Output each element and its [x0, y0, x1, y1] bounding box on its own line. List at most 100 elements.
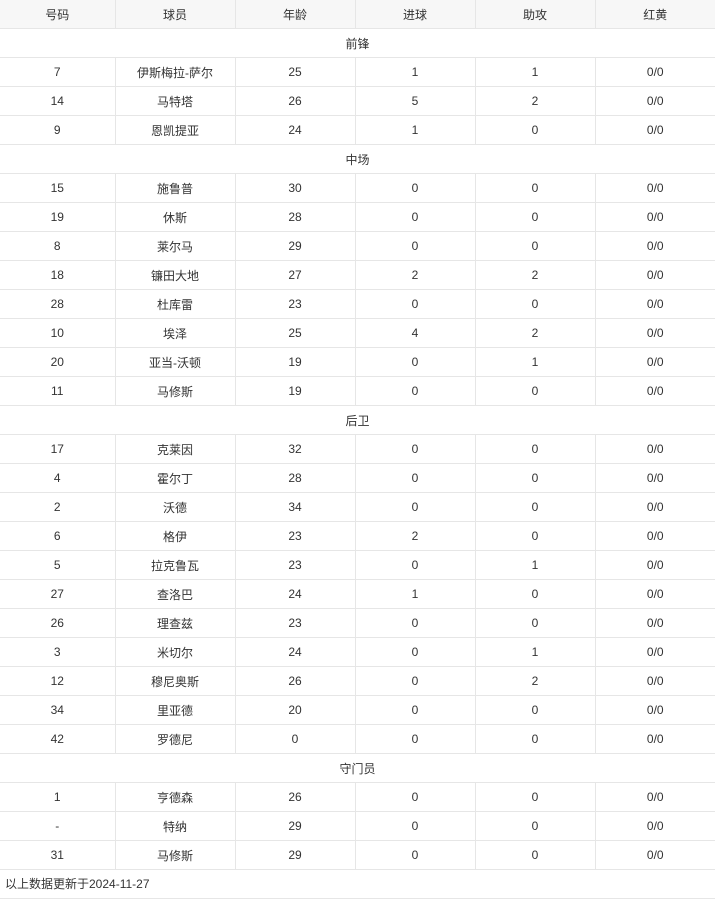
column-header: 球员: [114, 0, 236, 29]
player-number: 18: [0, 260, 116, 290]
assists: 0: [474, 521, 596, 551]
goals: 2: [354, 521, 476, 551]
goals: 4: [354, 318, 476, 348]
assists: 0: [474, 289, 596, 319]
column-header: 进球: [354, 0, 476, 29]
table-row: 14 马特塔 26 5 2 0/0: [0, 86, 715, 116]
player-age: 34: [234, 492, 356, 522]
assists: 0: [474, 840, 596, 870]
table-row: 3 米切尔 24 0 1 0/0: [0, 637, 715, 667]
player-age: 0: [234, 724, 356, 754]
section-title: 中场: [0, 144, 715, 174]
assists: 0: [474, 376, 596, 406]
player-name: 查洛巴: [114, 579, 236, 609]
player-age: 32: [234, 434, 356, 464]
assists: 0: [474, 695, 596, 725]
player-name: 镰田大地: [114, 260, 236, 290]
player-name: 罗德尼: [114, 724, 236, 754]
table-header: 号码 球员 年龄 进球 助攻 红黄: [0, 0, 715, 29]
cards: 0/0: [594, 86, 715, 116]
player-name: 沃德: [114, 492, 236, 522]
player-name: 穆尼奥斯: [114, 666, 236, 696]
goals: 0: [354, 666, 476, 696]
cards: 0/0: [594, 173, 715, 203]
player-name: 霍尔丁: [114, 463, 236, 493]
player-age: 29: [234, 840, 356, 870]
section-title: 前锋: [0, 28, 715, 58]
player-name: 施鲁普: [114, 173, 236, 203]
goals: 0: [354, 840, 476, 870]
player-number: 31: [0, 840, 116, 870]
update-note: 以上数据更新于2024-11-27: [0, 870, 715, 899]
column-header: 助攻: [474, 0, 596, 29]
player-age: 23: [234, 289, 356, 319]
assists: 0: [474, 492, 596, 522]
goals: 2: [354, 260, 476, 290]
section-row: 后卫: [0, 405, 715, 435]
column-header: 年龄: [234, 0, 356, 29]
goals: 0: [354, 637, 476, 667]
player-name: 恩凯提亚: [114, 115, 236, 145]
column-header: 号码: [0, 0, 116, 29]
goals: 1: [354, 115, 476, 145]
goals: 0: [354, 347, 476, 377]
player-name: 拉克鲁瓦: [114, 550, 236, 580]
goals: 0: [354, 202, 476, 232]
table-row: 2 沃德 34 0 0 0/0: [0, 492, 715, 522]
player-name: 里亚德: [114, 695, 236, 725]
player-number: 3: [0, 637, 116, 667]
player-age: 19: [234, 376, 356, 406]
assists: 0: [474, 811, 596, 841]
player-name: 亨德森: [114, 782, 236, 812]
table-row: 17 克莱因 32 0 0 0/0: [0, 434, 715, 464]
assists: 0: [474, 231, 596, 261]
squad-stats-table: 号码 球员 年龄 进球 助攻 红黄 前锋 7 伊斯梅拉-萨尔 25 1 1 0/0 14 马特塔 26 5 2 0…: [0, 0, 715, 870]
goals: 0: [354, 173, 476, 203]
player-number: 1: [0, 782, 116, 812]
table-row: 7 伊斯梅拉-萨尔 25 1 1 0/0: [0, 57, 715, 87]
goals: 1: [354, 57, 476, 87]
table-row: 34 里亚德 20 0 0 0/0: [0, 695, 715, 725]
player-name: 亚当-沃顿: [114, 347, 236, 377]
cards: 0/0: [594, 840, 715, 870]
player-name: 米切尔: [114, 637, 236, 667]
goals: 0: [354, 376, 476, 406]
assists: 0: [474, 463, 596, 493]
goals: 1: [354, 579, 476, 609]
assists: 1: [474, 637, 596, 667]
player-number: 10: [0, 318, 116, 348]
assists: 0: [474, 173, 596, 203]
player-number: 20: [0, 347, 116, 377]
table-row: 28 杜库雷 23 0 0 0/0: [0, 289, 715, 319]
player-age: 29: [234, 231, 356, 261]
table-row: 42 罗德尼 0 0 0 0/0: [0, 724, 715, 754]
table-row: 10 埃泽 25 4 2 0/0: [0, 318, 715, 348]
table-row: 20 亚当-沃顿 19 0 1 0/0: [0, 347, 715, 377]
assists: 1: [474, 550, 596, 580]
player-number: 8: [0, 231, 116, 261]
assists: 1: [474, 347, 596, 377]
player-age: 24: [234, 579, 356, 609]
player-number: 15: [0, 173, 116, 203]
player-number: 27: [0, 579, 116, 609]
section-row: 守门员: [0, 753, 715, 783]
player-age: 24: [234, 637, 356, 667]
table-row: 27 查洛巴 24 1 0 0/0: [0, 579, 715, 609]
cards: 0/0: [594, 811, 715, 841]
assists: 0: [474, 115, 596, 145]
cards: 0/0: [594, 724, 715, 754]
table-row: 12 穆尼奥斯 26 0 2 0/0: [0, 666, 715, 696]
assists: 0: [474, 202, 596, 232]
player-name: 格伊: [114, 521, 236, 551]
player-age: 26: [234, 86, 356, 116]
assists: 0: [474, 579, 596, 609]
goals: 0: [354, 782, 476, 812]
section-title: 后卫: [0, 405, 715, 435]
assists: 2: [474, 666, 596, 696]
cards: 0/0: [594, 782, 715, 812]
assists: 2: [474, 86, 596, 116]
player-name: 特纳: [114, 811, 236, 841]
player-age: 19: [234, 347, 356, 377]
cards: 0/0: [594, 376, 715, 406]
player-number: 19: [0, 202, 116, 232]
